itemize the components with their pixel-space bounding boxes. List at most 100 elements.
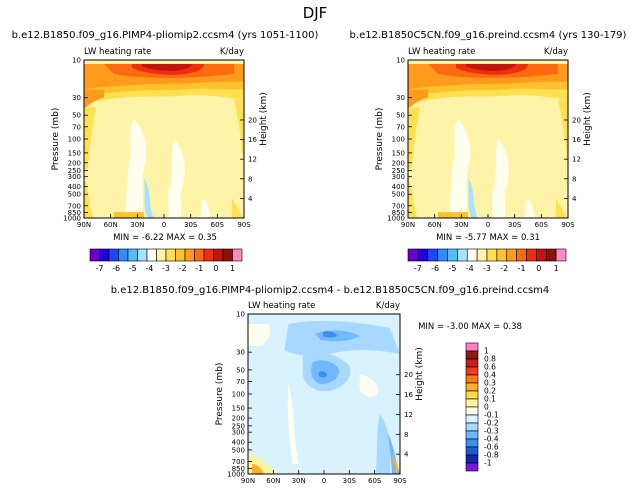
y-tick-label: 850 (68, 209, 81, 217)
chart-panel-2: b.e12.B1850C5CN.f09_g16.preind.ccsm4 (yr… (350, 30, 627, 243)
y2-tick-label: 20 (572, 116, 581, 124)
y2-tick-label: 20 (404, 371, 413, 379)
colorbar-label: 1 (554, 264, 559, 273)
chart-units-label: K/day (220, 47, 244, 57)
x-tick-label: 0 (486, 221, 490, 229)
y2-tick-label: 4 (248, 195, 253, 203)
colorbar-swatch (222, 248, 233, 262)
colorbar-swatch (526, 248, 537, 262)
heatmap-field (248, 314, 400, 474)
y2-tick-label: 8 (248, 175, 252, 183)
chart-subtitle-left: LW heating rate (408, 47, 475, 57)
colorbar-swatch (496, 248, 508, 262)
y-tick-label: 500 (232, 446, 245, 454)
colorbar-label: -7 (96, 264, 104, 273)
colorbar-swatch (194, 248, 205, 262)
colorbar-label: -4 (145, 264, 153, 273)
y-tick-label: 30 (396, 94, 405, 102)
y-tick-label: 700 (392, 202, 405, 210)
colorbar-label: 0 (484, 403, 489, 412)
x-tick-label: 90N (77, 221, 91, 229)
stats-label: MIN = -5.77 MAX = 0.31 (436, 233, 540, 243)
y-tick-label: 10 (396, 57, 405, 65)
x-tick-label: 30N (292, 477, 306, 485)
colorbar-label: 0.6 (484, 363, 496, 372)
colorbar-swatch (536, 248, 547, 262)
y-tick-label: 50 (72, 112, 81, 120)
colorbar-swatch (89, 248, 100, 262)
y-tick-label: 100 (232, 391, 245, 399)
colorbar-swatch (465, 382, 479, 392)
y-tick-label: 1000 (227, 471, 245, 479)
x-tick-label: 60S (211, 221, 225, 229)
colorbar-swatch (465, 398, 479, 408)
y2-tick-label: 12 (572, 156, 581, 164)
colorbar-swatch (184, 248, 195, 262)
colorbar-label: -0.6 (484, 443, 499, 452)
y2-axis-label: Height (km) (259, 92, 269, 146)
y-tick-label: 150 (68, 149, 81, 157)
chart-title: b.e12.B1850C5CN.f09_g16.preind.ccsm4 (yr… (350, 30, 627, 41)
y-tick-label: 100 (68, 136, 81, 144)
colorbar-panel-2: -7 -6 -5 -4 -3 -2 -1 0 1 (407, 248, 567, 273)
y-tick-label: 50 (236, 366, 245, 374)
y-tick-label: 250 (232, 422, 245, 430)
y-tick-label: 1000 (63, 215, 81, 223)
colorbar-label: 0.4 (484, 371, 496, 380)
y2-tick-label: 20 (248, 116, 257, 124)
colorbar-swatch (175, 248, 186, 262)
colorbar-swatch (232, 248, 243, 262)
colorbar-swatch (427, 248, 438, 262)
colorbar-swatch (465, 462, 479, 472)
heatmap-contours (248, 314, 400, 474)
y-tick-label: 500 (68, 191, 81, 199)
y2-axis-label: Height (km) (415, 347, 425, 401)
colorbar-swatch (466, 248, 478, 262)
colorbar-swatch (165, 248, 176, 262)
y2-tick-label: 12 (248, 156, 257, 164)
colorbar-label: -5 (129, 264, 137, 273)
y-tick-label: 500 (392, 191, 405, 199)
y-tick-label: 10 (72, 57, 81, 65)
heatmap-contours (84, 60, 244, 218)
heatmap-contours (408, 60, 568, 218)
x-tick-label: 60S (535, 221, 549, 229)
chart-units-label: K/day (544, 47, 568, 57)
y-tick-label: 1000 (387, 215, 405, 223)
y-tick-label: 30 (236, 349, 245, 357)
y2-tick-label: 8 (404, 431, 408, 439)
colorbar-label: -4 (466, 264, 474, 273)
colorbar-swatch (465, 454, 479, 464)
colorbar-label: -6 (431, 264, 439, 273)
colorbar-label: 0 (213, 264, 218, 273)
colorbar-swatch (465, 390, 479, 400)
y-tick-label: 150 (392, 149, 405, 157)
y-tick-label: 10 (236, 311, 245, 319)
chart-units-label: K/day (376, 301, 400, 311)
y-tick-label: 200 (232, 415, 245, 423)
x-tick-label: 60N (104, 221, 118, 229)
x-tick-label: 0 (162, 221, 166, 229)
y-axis-label: Pressure (mb) (215, 363, 225, 426)
colorbar-swatch (156, 248, 167, 262)
colorbar-swatch (465, 414, 479, 424)
y-tick-label: 250 (392, 167, 405, 175)
x-tick-label: 30S (184, 221, 198, 229)
x-tick-label: 30S (508, 221, 522, 229)
colorbar-label: 0 (536, 264, 541, 273)
y-tick-label: 200 (68, 159, 81, 167)
y-tick-label: 200 (392, 159, 405, 167)
colorbar-label: -2 (500, 264, 508, 273)
y-tick-label: 70 (72, 123, 81, 131)
colorbar-swatch (437, 248, 448, 262)
y-tick-label: 700 (232, 458, 245, 466)
y-tick-label: 850 (392, 209, 405, 217)
colorbar-label: -1 (195, 264, 203, 273)
stats-label: MIN = -6.22 MAX = 0.35 (113, 233, 217, 243)
y-tick-label: 300 (232, 429, 245, 437)
x-tick-label: 60N (428, 221, 442, 229)
y-tick-label: 400 (68, 183, 81, 191)
chart-title: b.e12.B1850.f09_g16.PIMP4-pliomip2.ccsm4… (12, 30, 319, 41)
colorbar-swatch (465, 374, 479, 384)
colorbar-swatch (465, 422, 479, 432)
